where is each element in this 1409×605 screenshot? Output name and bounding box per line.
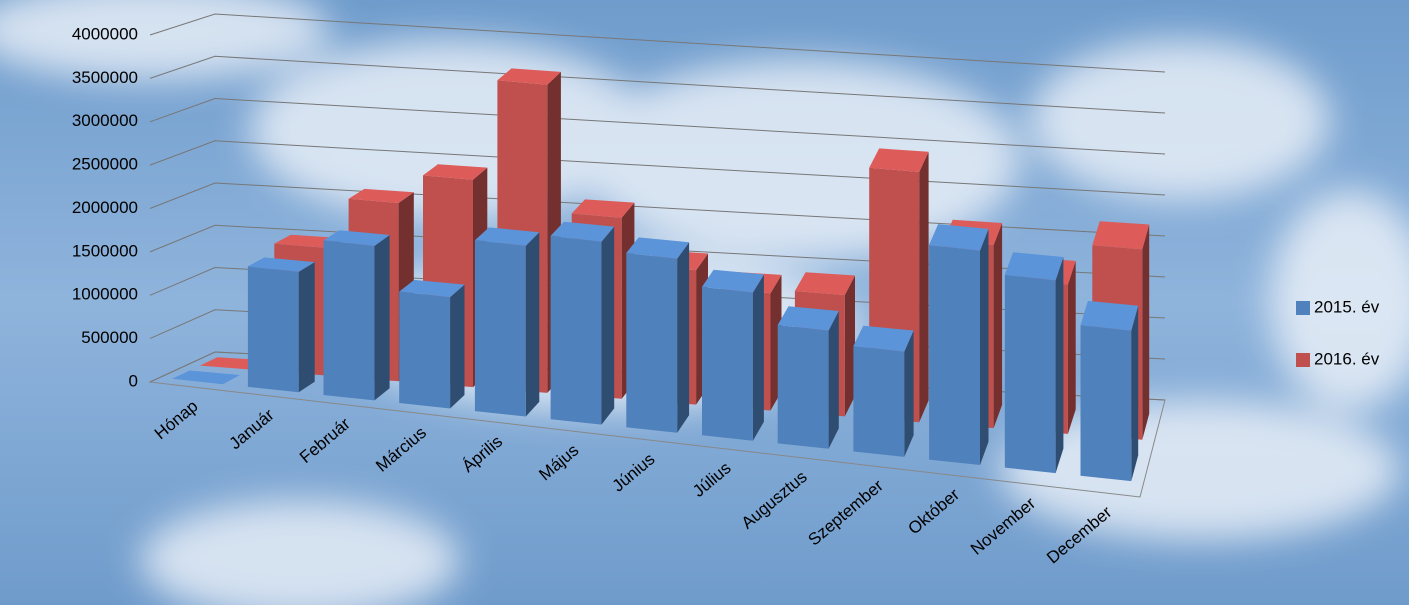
bar [626, 237, 690, 433]
bar-front [399, 291, 451, 409]
y-tick-label: 4000000 [72, 24, 138, 43]
bar-front [702, 286, 753, 441]
bar-front [550, 235, 602, 425]
bar-top [247, 257, 315, 272]
bar-side [1055, 257, 1064, 474]
bar [323, 230, 390, 401]
bar-top [777, 306, 839, 331]
bar [172, 370, 240, 385]
grid-line [149, 224, 1166, 278]
bar [474, 227, 540, 417]
legend-label: 2016. év [1314, 349, 1380, 368]
y-tick-label: 0 [129, 371, 138, 390]
bar-front [626, 253, 678, 433]
bar [777, 306, 839, 449]
grid-line [149, 13, 1166, 73]
bar-side [677, 242, 690, 433]
bar-top [869, 148, 929, 172]
bar [929, 224, 989, 465]
bar-side [844, 275, 855, 417]
bar [1080, 300, 1139, 482]
bar-side [1131, 305, 1139, 482]
bar-top [323, 230, 390, 246]
y-tick-label: 1500000 [72, 241, 138, 260]
bar-side [993, 223, 1003, 429]
bar-side [919, 151, 929, 423]
bar-top [571, 199, 635, 218]
bar [702, 269, 764, 441]
grid-line [149, 55, 1166, 114]
bar-front [929, 245, 980, 465]
bar-top [1080, 300, 1139, 331]
bar-top [929, 224, 989, 251]
bar [399, 279, 465, 409]
bar-top [423, 164, 488, 180]
y-tick-label: 1000000 [72, 285, 138, 304]
grid-line [149, 140, 1166, 196]
bar-top [497, 68, 561, 85]
grid-line [149, 97, 1166, 155]
bar-top [794, 272, 855, 296]
bar-front [777, 325, 829, 449]
bar-front [1004, 274, 1056, 474]
bar-side [298, 262, 315, 393]
grid-line [149, 182, 1166, 237]
bar-top [1092, 221, 1150, 250]
bar-top [626, 237, 690, 259]
bar-top [399, 279, 465, 298]
bar-front [1080, 325, 1132, 482]
bar-side [828, 311, 839, 449]
bar-side [752, 274, 764, 441]
y-tick-label: 3500000 [72, 68, 138, 87]
bar [247, 257, 315, 393]
y-tick-label: 500000 [81, 328, 138, 347]
bar-side [450, 284, 465, 409]
bar-side [980, 228, 989, 465]
y-tick-label: 3000000 [72, 111, 138, 130]
bar-top [474, 227, 540, 246]
bar-top [348, 188, 414, 203]
legend-swatch [1296, 301, 1310, 315]
bar-side [904, 330, 914, 457]
legend-swatch [1296, 353, 1310, 367]
bar [853, 325, 914, 457]
bar-front [474, 240, 526, 417]
bar-top [1004, 252, 1064, 281]
bar-side [1142, 224, 1150, 440]
y-tick-label: 2500000 [72, 155, 138, 174]
bar-top [550, 221, 615, 242]
legend-label: 2015. év [1314, 297, 1380, 316]
bar-top [702, 269, 764, 293]
bar-top [172, 370, 240, 385]
bar [1004, 252, 1064, 474]
bar-top [853, 325, 914, 352]
bar-side [1067, 260, 1076, 434]
bar-side [374, 235, 390, 401]
y-tick-label: 2000000 [72, 198, 138, 217]
bar-front [323, 240, 375, 401]
bar-front [247, 266, 299, 393]
bar-side [525, 232, 540, 417]
bar-front [853, 346, 905, 457]
bar [550, 221, 615, 425]
bar-side [601, 226, 615, 425]
